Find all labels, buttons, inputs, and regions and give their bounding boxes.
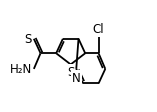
Text: S: S: [24, 33, 32, 46]
Text: H₂N: H₂N: [10, 63, 32, 76]
Text: N: N: [72, 71, 81, 84]
Text: S: S: [67, 65, 74, 78]
Text: Cl: Cl: [93, 23, 104, 36]
